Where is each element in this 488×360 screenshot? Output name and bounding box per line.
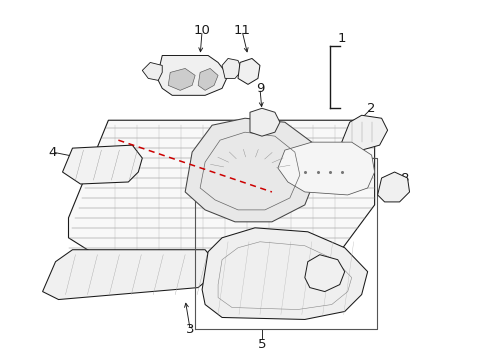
Text: 6: 6 [250,265,259,278]
Text: 4: 4 [48,145,57,159]
Polygon shape [341,115,387,150]
Polygon shape [304,255,344,292]
Text: 8: 8 [400,171,408,185]
Polygon shape [238,58,260,84]
Text: 10: 10 [193,24,210,37]
Polygon shape [202,228,367,319]
Text: 5: 5 [257,338,265,351]
Text: 7: 7 [317,271,325,284]
Polygon shape [68,120,374,255]
Text: 2: 2 [366,102,375,115]
Polygon shape [185,118,317,222]
Polygon shape [249,108,279,136]
Polygon shape [377,172,408,202]
Polygon shape [277,142,374,195]
Text: 3: 3 [185,323,194,336]
Polygon shape [158,55,227,95]
Text: 1: 1 [337,32,346,45]
Polygon shape [62,145,142,184]
Polygon shape [168,68,195,90]
Polygon shape [198,68,218,90]
Polygon shape [222,58,242,78]
Text: 9: 9 [255,82,264,95]
Polygon shape [142,62,162,80]
Polygon shape [42,250,215,300]
Text: 11: 11 [233,24,250,37]
